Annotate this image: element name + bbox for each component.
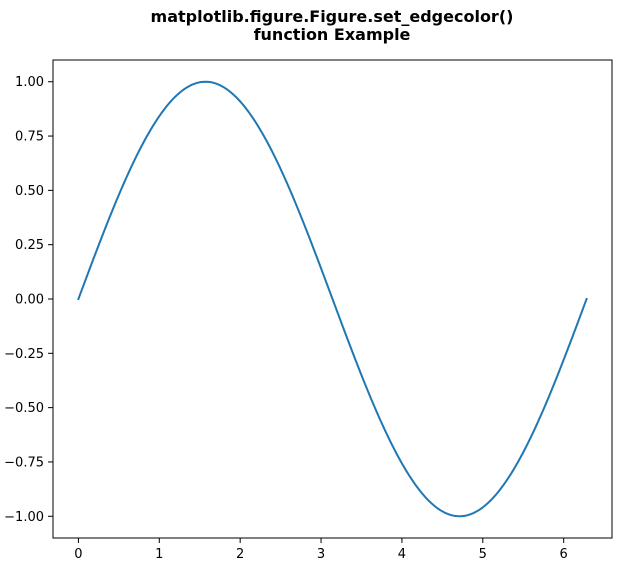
y-tick-label: 1.00 (15, 75, 44, 90)
x-tick-label: 6 (560, 547, 568, 562)
x-tick-label: 5 (479, 547, 487, 562)
chart-title-line-1: matplotlib.figure.Figure.set_edgecolor() (151, 7, 514, 26)
x-tick-label: 3 (317, 547, 325, 562)
y-tick-label: −0.25 (4, 347, 44, 362)
y-tick-label: −0.50 (4, 401, 44, 416)
y-tick-label: 0.50 (15, 184, 44, 199)
series-line-sin (77, 80, 588, 518)
y-tick-label: 0.00 (15, 293, 44, 308)
y-tick-label: 0.75 (15, 130, 44, 145)
x-tick-label: 2 (236, 547, 244, 562)
chart-title-line-2: function Example (254, 25, 411, 44)
plot-area: 0 1 2 3 4 5 6 1.00 0.75 0.50 0.25 0.00 −0.25 −0.50 −0.… (4, 59, 613, 562)
y-tick-label: −1.00 (4, 510, 44, 525)
x-tick-label: 1 (155, 547, 163, 562)
x-tick-label: 4 (398, 547, 406, 562)
y-tick-label: 0.25 (15, 238, 44, 253)
x-tick-label: 0 (74, 547, 82, 562)
y-tick-label: −0.75 (4, 455, 44, 470)
